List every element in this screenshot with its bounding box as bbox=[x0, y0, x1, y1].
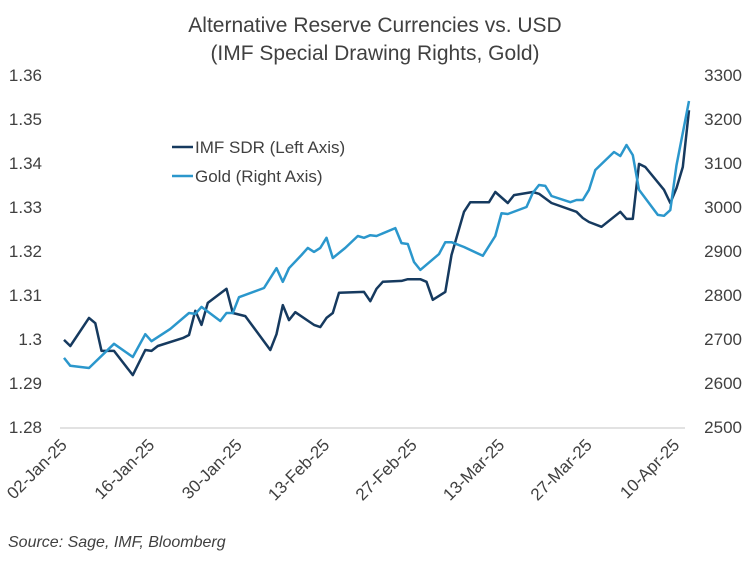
series-imf-sdr bbox=[63, 110, 691, 377]
legend-label-gold: Gold (Right Axis) bbox=[195, 167, 323, 186]
y-left-tick-label: 1.35 bbox=[9, 110, 42, 129]
series-gold bbox=[63, 100, 691, 370]
imf-sdr-line bbox=[63, 110, 691, 377]
x-tick-label: 27-Mar-25 bbox=[527, 435, 596, 504]
y-right-tick-label: 3100 bbox=[704, 154, 742, 173]
y-right-tick-label: 2900 bbox=[704, 242, 742, 261]
chart-subtitle: (IMF Special Drawing Rights, Gold) bbox=[210, 42, 539, 65]
y-axis-left: 1.28 1.29 1.3 1.31 1.32 1.33 1.34 1.35 1.36 bbox=[9, 66, 42, 437]
legend-label-imf-sdr: IMF SDR (Left Axis) bbox=[195, 138, 345, 157]
y-left-tick-label: 1.28 bbox=[9, 418, 42, 437]
x-tick-label: 27-Feb-25 bbox=[352, 435, 421, 504]
x-tick-label: 13-Mar-25 bbox=[439, 435, 508, 504]
x-tick-label: 13-Feb-25 bbox=[264, 435, 333, 504]
y-right-tick-label: 2600 bbox=[704, 374, 742, 393]
y-left-tick-label: 1.36 bbox=[9, 66, 42, 85]
y-right-tick-label: 3000 bbox=[704, 198, 742, 217]
chart-title: Alternative Reserve Currencies vs. USD bbox=[188, 14, 561, 37]
y-left-tick-label: 1.3 bbox=[18, 330, 42, 349]
source-note: Source: Sage, IMF, Bloomberg bbox=[8, 534, 226, 551]
y-left-tick-label: 1.32 bbox=[9, 242, 42, 261]
gold-line bbox=[63, 100, 691, 370]
y-left-tick-label: 1.34 bbox=[9, 154, 42, 173]
y-left-tick-label: 1.33 bbox=[9, 198, 42, 217]
y-right-tick-label: 2500 bbox=[704, 418, 742, 437]
y-right-tick-label: 3300 bbox=[704, 66, 742, 85]
y-right-tick-label: 3200 bbox=[704, 110, 742, 129]
y-left-tick-label: 1.29 bbox=[9, 374, 42, 393]
y-right-tick-label: 2700 bbox=[704, 330, 742, 349]
x-tick-label: 02-Jan-25 bbox=[3, 435, 71, 503]
plot-area bbox=[63, 100, 691, 377]
x-tick-label: 30-Jan-25 bbox=[178, 435, 246, 503]
y-axis-right: 2500 2600 2700 2800 2900 3000 3100 3200 3300 bbox=[704, 66, 742, 437]
y-right-tick-label: 2800 bbox=[704, 286, 742, 305]
x-tick-label: 16-Jan-25 bbox=[91, 435, 159, 503]
x-tick-label: 10-Apr-25 bbox=[616, 435, 683, 502]
y-left-tick-label: 1.31 bbox=[9, 286, 42, 305]
x-axis: 02-Jan-25 16-Jan-25 30-Jan-25 13-Feb-25 27-F… bbox=[3, 435, 683, 504]
legend: IMF SDR (Left Axis) Gold (Right Axis) bbox=[172, 138, 345, 186]
